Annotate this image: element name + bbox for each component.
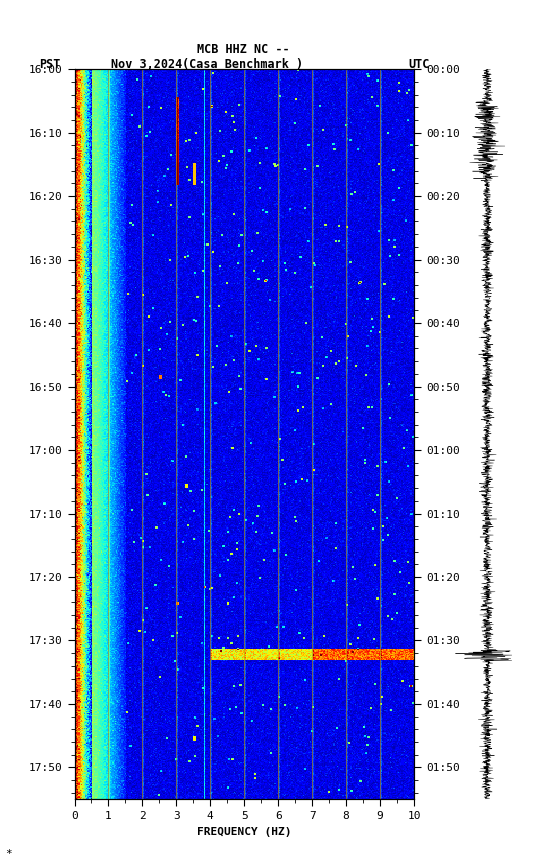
Text: PST: PST [39, 58, 60, 71]
Text: (Casa Benchmark ): (Casa Benchmark ) [182, 58, 304, 71]
Text: MCB HHZ NC --: MCB HHZ NC -- [197, 43, 289, 56]
X-axis label: FREQUENCY (HZ): FREQUENCY (HZ) [197, 827, 291, 836]
Text: *: * [6, 849, 12, 859]
Text: UTC: UTC [409, 58, 430, 71]
Text: Nov 3,2024: Nov 3,2024 [110, 58, 182, 71]
